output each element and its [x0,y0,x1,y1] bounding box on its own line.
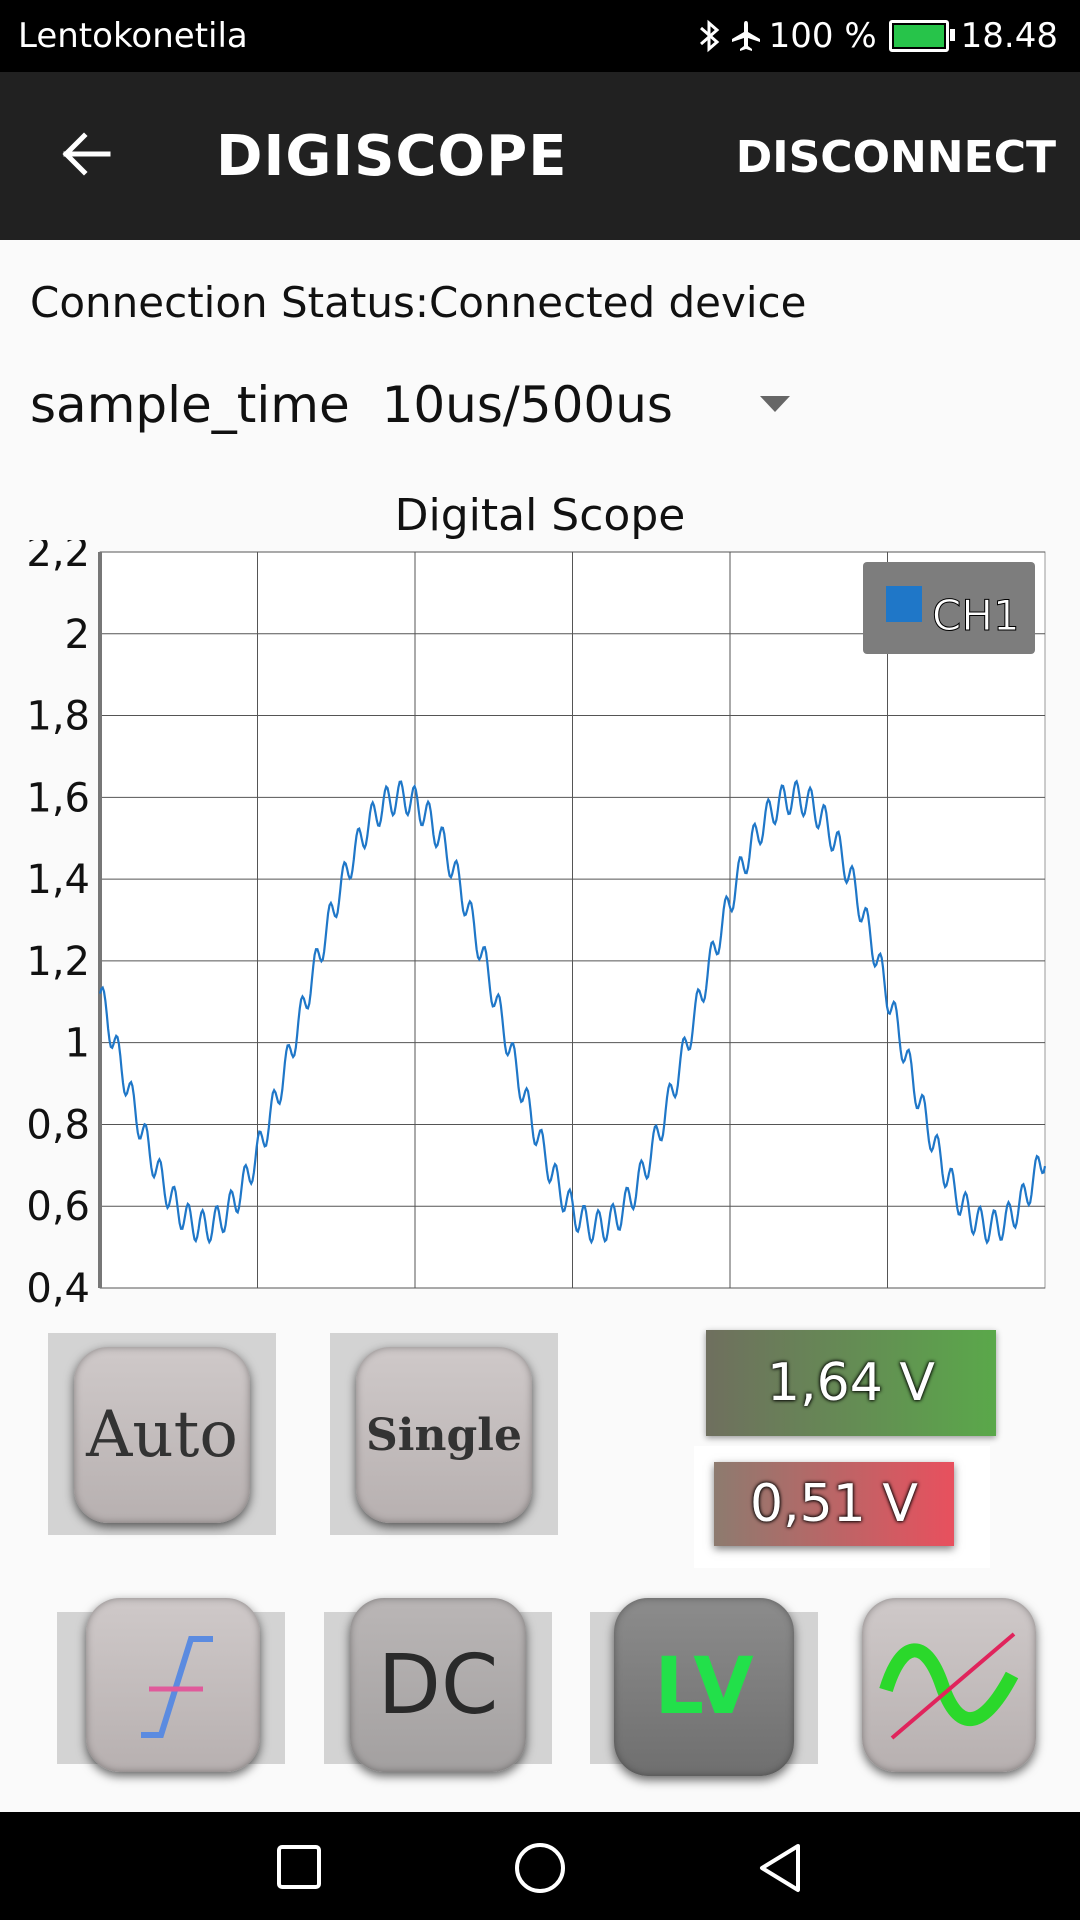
app-bar: DIGISCOPE DISCONNECT [0,72,1080,240]
airplane-icon [731,21,760,51]
scope-chart: 2,2 2 1,8 1,6 1,4 1,2 1 0,8 0,6 0,4 CH1 [26,540,1047,1310]
legend: CH1 [863,562,1035,654]
trigger-edge-icon [141,1636,213,1738]
navigation-bar [0,1812,1080,1920]
y-tick-label: 0,4 [26,1266,90,1310]
y-tick-label: 1,2 [26,939,90,985]
max-voltage-display: 1,64 V [706,1330,996,1436]
back-icon[interactable] [752,1840,808,1896]
y-tick-label: 2 [65,612,90,658]
home-icon[interactable] [512,1840,568,1896]
legend-box [863,562,1035,654]
lv-button-label: LV [654,1642,754,1732]
max-voltage-value: 1,64 V [767,1353,935,1413]
lv-button[interactable]: LV [614,1598,794,1776]
chart-title: Digital Scope [394,490,686,541]
battery-percent: 100 % [768,16,877,56]
status-bar: Lentokonetila 100 % 18.48 [0,0,1080,72]
recent-apps-icon[interactable] [274,1842,324,1892]
app-title: DIGISCOPE [216,124,568,189]
connection-status: Connection Status:Connected device [30,278,807,327]
single-button[interactable]: Single [356,1347,532,1523]
bluetooth-icon [699,19,719,53]
waveform-toggle-button[interactable] [862,1598,1036,1772]
sample-time-label: sample_time [30,376,350,434]
dropdown-arrow-icon [760,396,790,412]
y-tick-label: 1,4 [26,857,90,903]
waveform-disabled-icon [879,1632,1019,1740]
clock: 18.48 [960,16,1058,56]
ch1-series-line [98,779,1047,1245]
y-tick-label: 0,8 [26,1102,90,1148]
sample-time-value: 10us/500us [381,376,673,434]
min-voltage-value: 0,51 V [750,1474,918,1534]
auto-button[interactable]: Auto [74,1347,250,1523]
single-button-label: Single [366,1409,522,1461]
battery-icon [888,20,955,52]
legend-label: CH1 [932,591,1020,640]
dc-button-label: DC [377,1637,499,1733]
disconnect-button[interactable]: DISCONNECT [735,132,1056,183]
legend-swatch [886,586,922,622]
y-tick-label: 1,8 [26,694,90,740]
status-icons: 100 % 18.48 [697,16,1058,56]
y-tick-labels: 2,2 2 1,8 1,6 1,4 1,2 1 0,8 0,6 0,4 [26,540,90,1310]
sample-time-dropdown[interactable]: sample_time 10us/500us [30,376,800,434]
y-tick-label: 2,2 [26,540,90,576]
min-voltage-display: 0,51 V [714,1462,954,1546]
arrow-back-icon[interactable] [56,124,116,184]
trigger-edge-button[interactable] [86,1598,260,1772]
y-tick-label: 1 [65,1021,90,1067]
y-tick-label: 0,6 [26,1184,90,1230]
y-tick-label: 1,6 [26,775,90,821]
dc-coupling-button[interactable]: DC [350,1598,526,1772]
auto-button-label: Auto [86,1398,238,1472]
carrier-text: Lentokonetila [18,16,248,56]
